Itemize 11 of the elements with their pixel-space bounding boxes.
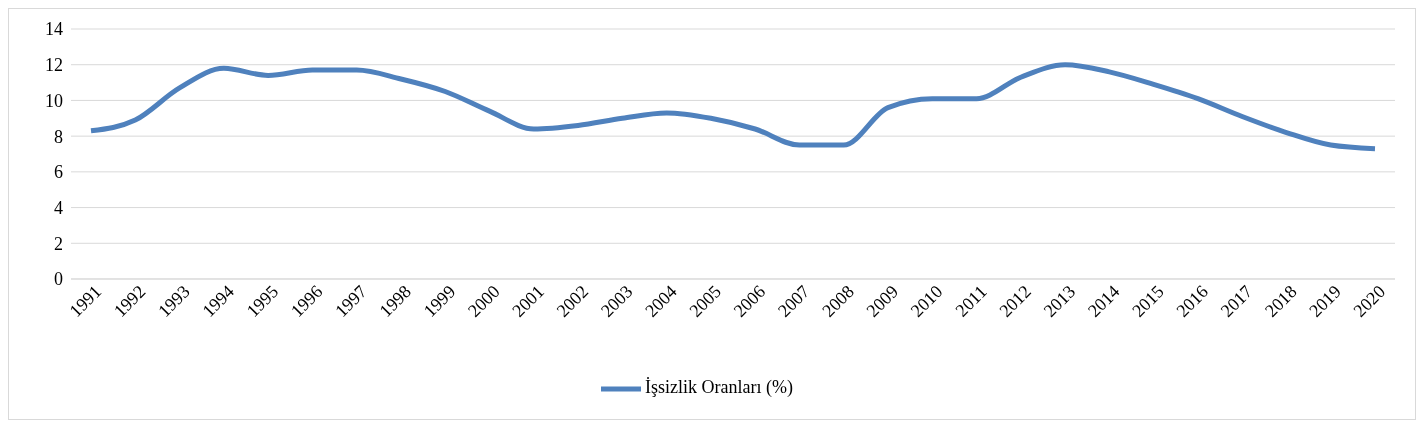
x-tick-label: 2011: [951, 281, 991, 321]
y-tick-label: 10: [45, 90, 63, 111]
y-tick-label: 4: [54, 197, 63, 218]
y-tick-label: 12: [45, 55, 63, 76]
y-tick-label: 2: [54, 233, 63, 254]
y-tick-label: 14: [45, 19, 63, 40]
y-tick-label: 6: [54, 162, 63, 183]
y-tick-label: 0: [54, 269, 63, 290]
y-tick-label: 8: [54, 126, 63, 147]
x-tick-label: 1991: [65, 281, 106, 321]
legend-label: İşsizlik Oranları (%): [645, 377, 793, 398]
